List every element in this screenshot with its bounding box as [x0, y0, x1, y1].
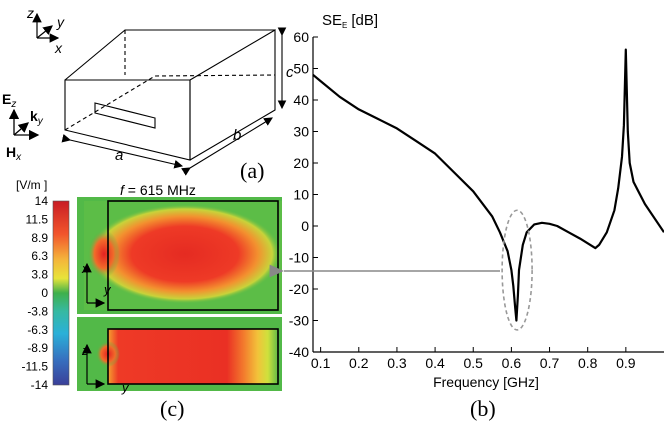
panel-a: z y x a b c Ez ky Hx (a) [2, 5, 294, 183]
y-tick-label: -10 [289, 250, 309, 266]
y-axis-label: SEE [dB] [322, 12, 378, 30]
axis-x-label: x [54, 40, 63, 56]
map-top-x-axis: x [81, 261, 89, 276]
se-curve-line [312, 48, 664, 322]
axis-y-label: y [56, 14, 65, 30]
colorbar-tick-label: -3.8 [27, 304, 48, 318]
cavity-box-diagram [61, 27, 287, 176]
x-tick-label: 0.1 [311, 355, 331, 371]
y-tick-label: 20 [293, 155, 309, 171]
colorbar [52, 200, 70, 386]
y-tick-label: 0 [301, 218, 309, 234]
y-tick-label: 40 [293, 92, 309, 108]
map-bottom-z-axis: z [81, 343, 89, 358]
y-tick-label: 60 [293, 29, 309, 45]
x-tick-label: 0.5 [464, 355, 484, 371]
colorbar-ticks: 14 11.5 8.9 6.3 3.8 0 -3.8 -6.3 -8.9 -11.5 -14 [22, 194, 49, 392]
colorbar-tick-label: 0 [41, 286, 48, 300]
y-tick-label: -40 [289, 344, 309, 360]
map-bottom-y-axis: y [121, 380, 130, 395]
colorbar-tick-label: -8.9 [27, 341, 48, 355]
x-tick-label: 0.7 [540, 355, 560, 371]
x-tick-label: 0.2 [349, 355, 369, 371]
x-tick-label: 0.4 [425, 355, 445, 371]
h-field-label: Hx [6, 144, 22, 163]
x-tick-label: 0.6 [502, 355, 522, 371]
panel-c-label: (c) [160, 396, 184, 421]
x-tick-label: 0.8 [578, 355, 598, 371]
colorbar-tick-label: 3.8 [31, 268, 48, 282]
panel-a-label: (a) [240, 158, 264, 183]
dim-c-label: c [286, 64, 294, 81]
dim-a-label: a [115, 147, 123, 164]
x-axis-label: Frequency [GHz] [433, 374, 539, 390]
colorbar-tick-label: -14 [31, 378, 49, 392]
colorbar-tick-label: -11.5 [22, 360, 49, 374]
colorbar-unit: [V/m ] [16, 178, 47, 192]
field-triad-icon [8, 108, 40, 141]
panel-b-label: (b) [470, 396, 496, 421]
y-tick-label: -20 [289, 281, 309, 297]
field-map-bottom: z y [77, 317, 282, 395]
e-field-label: Ez [2, 91, 16, 110]
map-top-y-axis: y [103, 282, 112, 297]
dim-b-label: b [233, 127, 241, 144]
k-vector-label: ky [30, 108, 44, 127]
colorbar-tick-label: -6.3 [27, 323, 48, 337]
y-tick-label: 50 [293, 61, 309, 77]
y-tick-label: 10 [293, 187, 309, 203]
panel-b: SEE [dB] -40 -30 -20 -10 0 10 20 30 40 50 60 0.1 0.2 0… [269, 12, 664, 421]
y-tick-label: -30 [289, 313, 309, 329]
x-tick-label: 0.3 [387, 355, 407, 371]
colorbar-tick-label: 11.5 [26, 212, 49, 226]
axis-z-label: z [26, 5, 34, 21]
axis-triad-icon [32, 12, 60, 43]
colorbar-tick-label: 14 [35, 194, 49, 208]
resonance-highlight-ellipse [501, 209, 533, 331]
colorbar-tick-label: 6.3 [31, 249, 48, 263]
x-tick-label: 0.9 [616, 355, 636, 371]
field-map-title: f = 615 MHz [120, 182, 196, 198]
chart-plot-area [312, 48, 664, 331]
y-tick-label: 30 [293, 124, 309, 140]
chart-axes: -40 -30 -20 -10 0 10 20 30 40 50 60 0.1 0.2 0.3 0.4 0.5… [289, 29, 664, 371]
panel-c: f = 615 MHz [V/m ] 14 11.5 8.9 6.3 3.8 0 -3.8 -… [16, 178, 282, 421]
colorbar-tick-label: 8.9 [31, 231, 48, 245]
field-map-top: x y [77, 197, 282, 314]
